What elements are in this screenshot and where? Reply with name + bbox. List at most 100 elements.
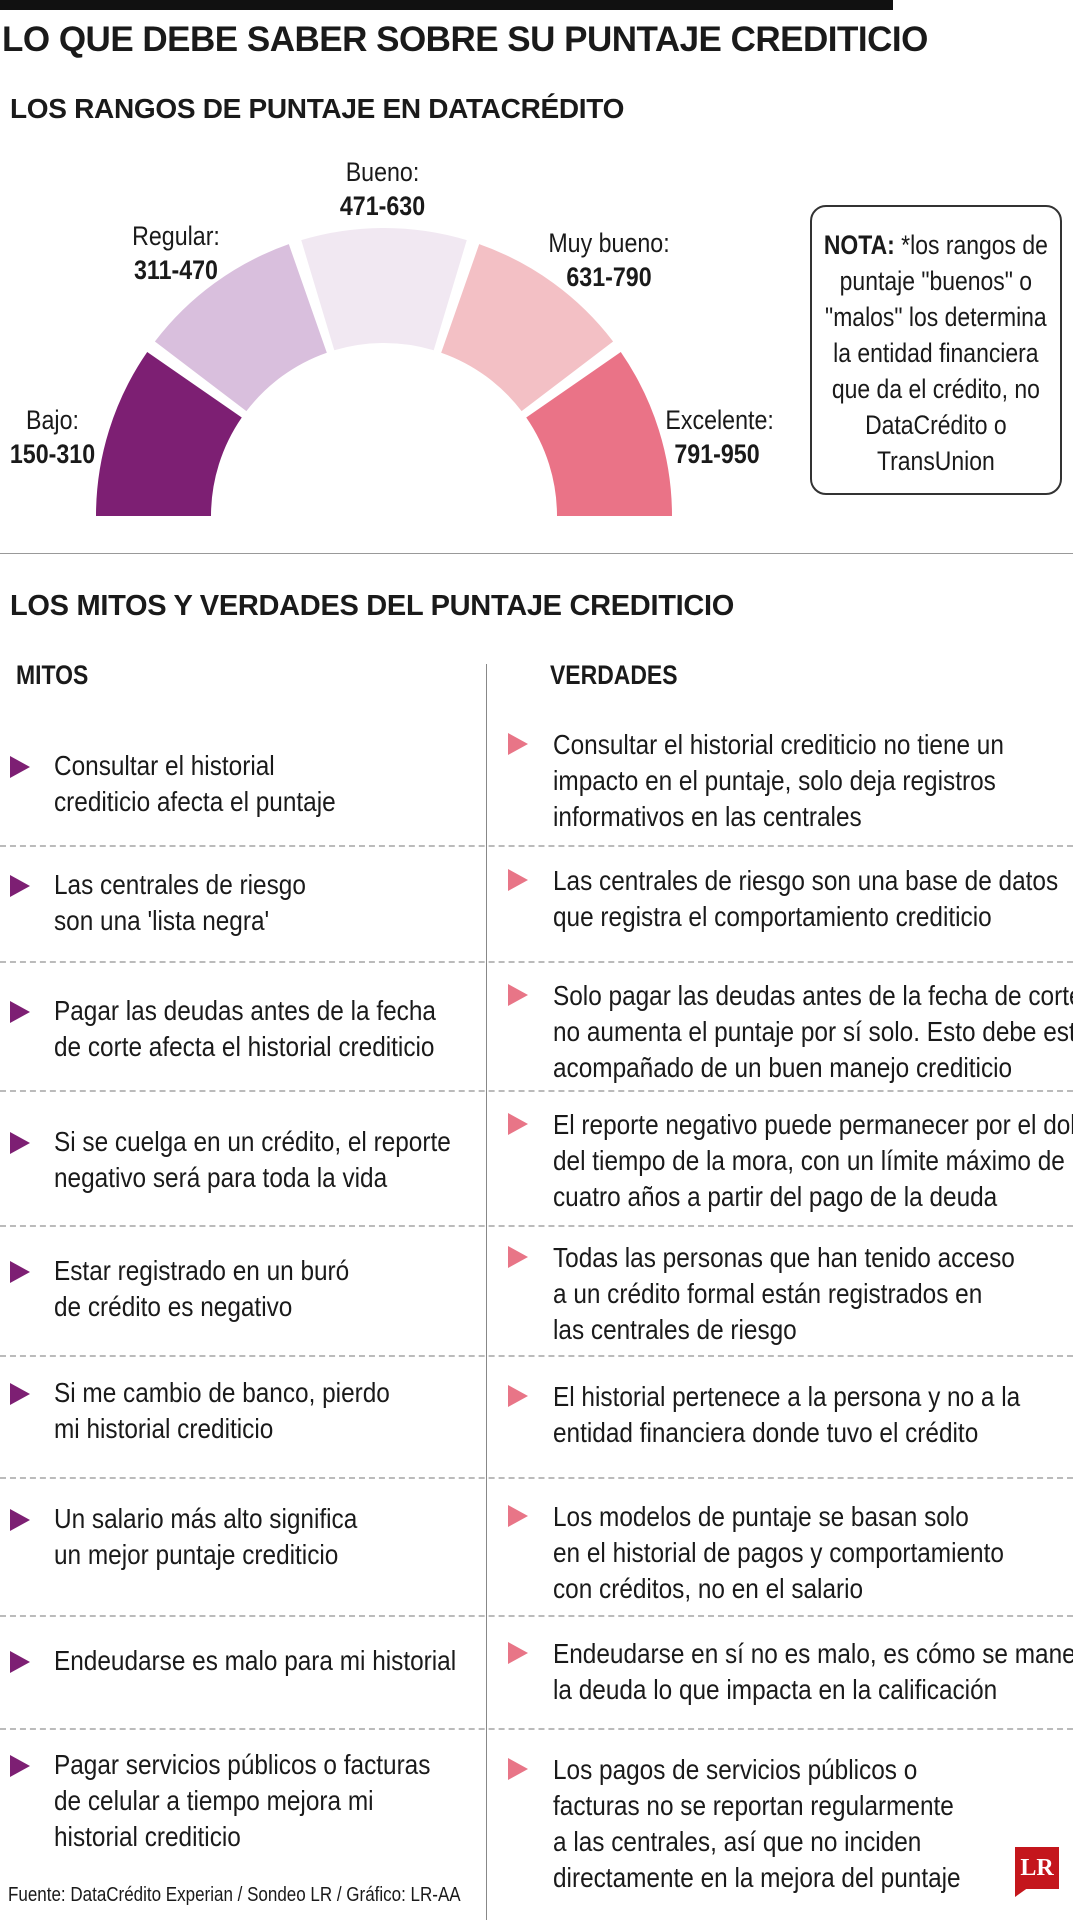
myth-bullet-icon	[10, 756, 30, 778]
note-box: NOTA: *los rangos de puntaje "buenos" o …	[810, 205, 1062, 495]
ranges-title: LOS RANGOS DE PUNTAJE EN DATACRÉDITO	[10, 93, 625, 124]
truth-line: con créditos, no en el salario	[553, 1573, 864, 1604]
truth-bullet-icon	[508, 1385, 528, 1407]
myth-line: Si me cambio de banco, pierdo	[54, 1377, 390, 1408]
gauge-segment-bajo	[96, 352, 242, 516]
range-value: 631-790	[566, 262, 652, 292]
myth-bullet-icon	[10, 1651, 30, 1673]
myth-line: Estar registrado en un buró	[54, 1255, 350, 1286]
truth-line: a las centrales, así que no inciden	[553, 1826, 922, 1857]
range-name: Regular:	[132, 221, 220, 251]
myth-line: historial crediticio	[54, 1821, 241, 1852]
myth-bullet-icon	[10, 1383, 30, 1405]
myth-bullet-icon	[10, 1755, 30, 1777]
row-separator	[0, 1225, 1073, 1227]
score-gauge	[96, 228, 672, 516]
range-name: Bueno:	[345, 157, 420, 187]
page-title: LO QUE DEBE SABER SOBRE SU PUNTAJE CREDI…	[2, 20, 928, 59]
truth-bullet-icon	[508, 1505, 528, 1527]
myth-bullet-icon	[10, 875, 30, 897]
myth-line: Si se cuelga en un crédito, el reporte	[54, 1126, 451, 1157]
truth-line: Endeudarse en sí no es malo, es cómo se …	[553, 1638, 1073, 1669]
truth-text: El historial pertenece a la persona y no…	[553, 1379, 1020, 1451]
myth-line: negativo será para toda la vida	[54, 1162, 388, 1193]
source-credit: Fuente: DataCrédito Experian / Sondeo LR…	[8, 1884, 461, 1906]
truth-line: Solo pagar las deudas antes de la fecha …	[553, 980, 1073, 1011]
column-header-verdades: VERDADES	[550, 660, 678, 690]
myth-line: Endeudarse es malo para mi historial	[54, 1645, 457, 1676]
section-divider	[0, 553, 1073, 554]
truth-line: facturas no se reportan regularmente	[553, 1790, 954, 1821]
myth-text: Pagar las deudas antes de la fecha de cor…	[54, 993, 436, 1065]
myth-line: Un salario más alto significa	[54, 1503, 358, 1534]
truth-bullet-icon	[508, 984, 528, 1006]
myth-text: Estar registrado en un buró de crédito es…	[54, 1253, 349, 1325]
truth-line: cuatro años a partir del pago de la deud…	[553, 1181, 998, 1212]
truth-bullet-icon	[508, 869, 528, 891]
gauge-segment-regular	[154, 244, 327, 412]
range-label-bueno: Bueno: 471-630	[329, 155, 437, 223]
truth-line: acompañado de un buen manejo crediticio	[553, 1052, 1013, 1083]
row-separator	[0, 961, 1073, 963]
truth-text: Los modelos de puntaje se basan solo en e…	[553, 1499, 1004, 1607]
truth-text: Todas las personas que han tenido acceso…	[553, 1240, 1015, 1348]
range-label-regular: Regular: 311-470	[124, 219, 229, 287]
truth-line: Consultar el historial crediticio no tie…	[553, 729, 1004, 760]
truth-line: las centrales de riesgo	[553, 1314, 797, 1345]
myth-line: crediticio afecta el puntaje	[54, 786, 336, 817]
truth-line: directamente en la mejora del puntaje	[553, 1862, 961, 1893]
range-name: Bajo:	[26, 405, 79, 435]
myth-line: mi historial crediticio	[54, 1413, 274, 1444]
top-rule	[0, 0, 893, 10]
myth-bullet-icon	[10, 1132, 30, 1154]
range-value: 791-950	[674, 439, 760, 469]
truth-bullet-icon	[508, 733, 528, 755]
row-separator	[0, 1615, 1073, 1617]
range-label-excelente: Excelente: 791-950	[665, 403, 773, 471]
truth-bullet-icon	[508, 1758, 528, 1780]
truth-line: a un crédito formal están registrados en	[553, 1278, 983, 1309]
truth-line: entidad financiera donde tuvo el crédito	[553, 1417, 979, 1448]
range-value: 471-630	[339, 191, 426, 221]
myth-line: un mejor puntaje crediticio	[54, 1539, 339, 1570]
myth-line: son una 'lista negra'	[54, 905, 270, 936]
truth-bullet-icon	[508, 1113, 528, 1135]
truth-bullet-icon	[508, 1642, 528, 1664]
note-text: *los rangos de puntaje "buenos" o "malos…	[825, 230, 1049, 476]
range-value: 311-470	[134, 255, 218, 285]
myth-text: Las centrales de riesgo son una 'lista ne…	[54, 867, 306, 939]
range-label-muy-bueno: Muy bueno: 631-790	[545, 226, 672, 294]
column-divider	[486, 664, 487, 1920]
truth-line: que registra el comportamiento creditici…	[553, 901, 992, 932]
truth-line: Las centrales de riesgo son una base de …	[553, 865, 1059, 896]
range-label-bajo: Bajo: 150-310	[7, 403, 97, 471]
myth-text: Pagar servicios públicos o facturas de ce…	[54, 1747, 430, 1855]
myth-bullet-icon	[10, 1261, 30, 1283]
myth-line: de corte afecta el historial crediticio	[54, 1031, 435, 1062]
truth-text: Solo pagar las deudas antes de la fecha …	[553, 978, 1073, 1086]
myth-text: Consultar el historial crediticio afecta …	[54, 748, 336, 820]
range-value: 150-310	[9, 439, 96, 469]
range-name: Muy bueno:	[548, 228, 670, 258]
row-separator	[0, 1477, 1073, 1479]
myth-bullet-icon	[10, 1509, 30, 1531]
truth-line: Los pagos de servicios públicos o	[553, 1754, 918, 1785]
truth-line: El historial pertenece a la persona y no…	[553, 1381, 1021, 1412]
truth-text: El reporte negativo puede permanecer por…	[553, 1107, 1073, 1215]
gauge-segment-bueno	[301, 228, 467, 351]
row-separator	[0, 1355, 1073, 1357]
myths-title: LOS MITOS Y VERDADES DEL PUNTAJE CREDITI…	[10, 590, 735, 622]
myth-text: Si se cuelga en un crédito, el reporte ne…	[54, 1124, 451, 1196]
myth-text: Un salario más alto significa un mejor pu…	[54, 1501, 357, 1573]
row-separator	[0, 1090, 1073, 1092]
range-name: Excelente:	[665, 405, 774, 435]
row-separator	[0, 845, 1073, 847]
truth-line: Los modelos de puntaje se basan solo	[553, 1501, 969, 1532]
myth-line: Pagar las deudas antes de la fecha	[54, 995, 436, 1026]
truth-line: no aumenta el puntaje por sí solo. Esto …	[553, 1016, 1073, 1047]
truth-line: en el historial de pagos y comportamient…	[553, 1537, 1004, 1568]
note-bold: NOTA:	[823, 230, 895, 260]
myth-line: Consultar el historial	[54, 750, 275, 781]
lr-logo-tail	[1015, 1887, 1029, 1897]
myth-text: Endeudarse es malo para mi historial	[54, 1643, 456, 1679]
